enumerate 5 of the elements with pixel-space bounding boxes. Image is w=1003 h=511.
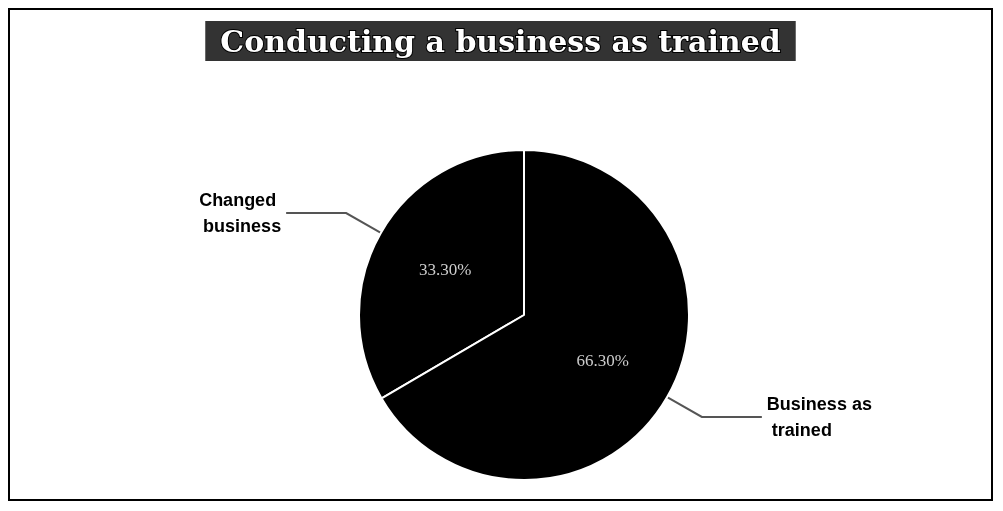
- data-label: 66.30%: [576, 350, 629, 370]
- slice-label: Business as trained: [766, 393, 872, 440]
- slice-label: Changed business: [199, 190, 282, 237]
- chart-title: Conducting a business as trained: [220, 23, 781, 59]
- data-label: 33.30%: [419, 260, 472, 280]
